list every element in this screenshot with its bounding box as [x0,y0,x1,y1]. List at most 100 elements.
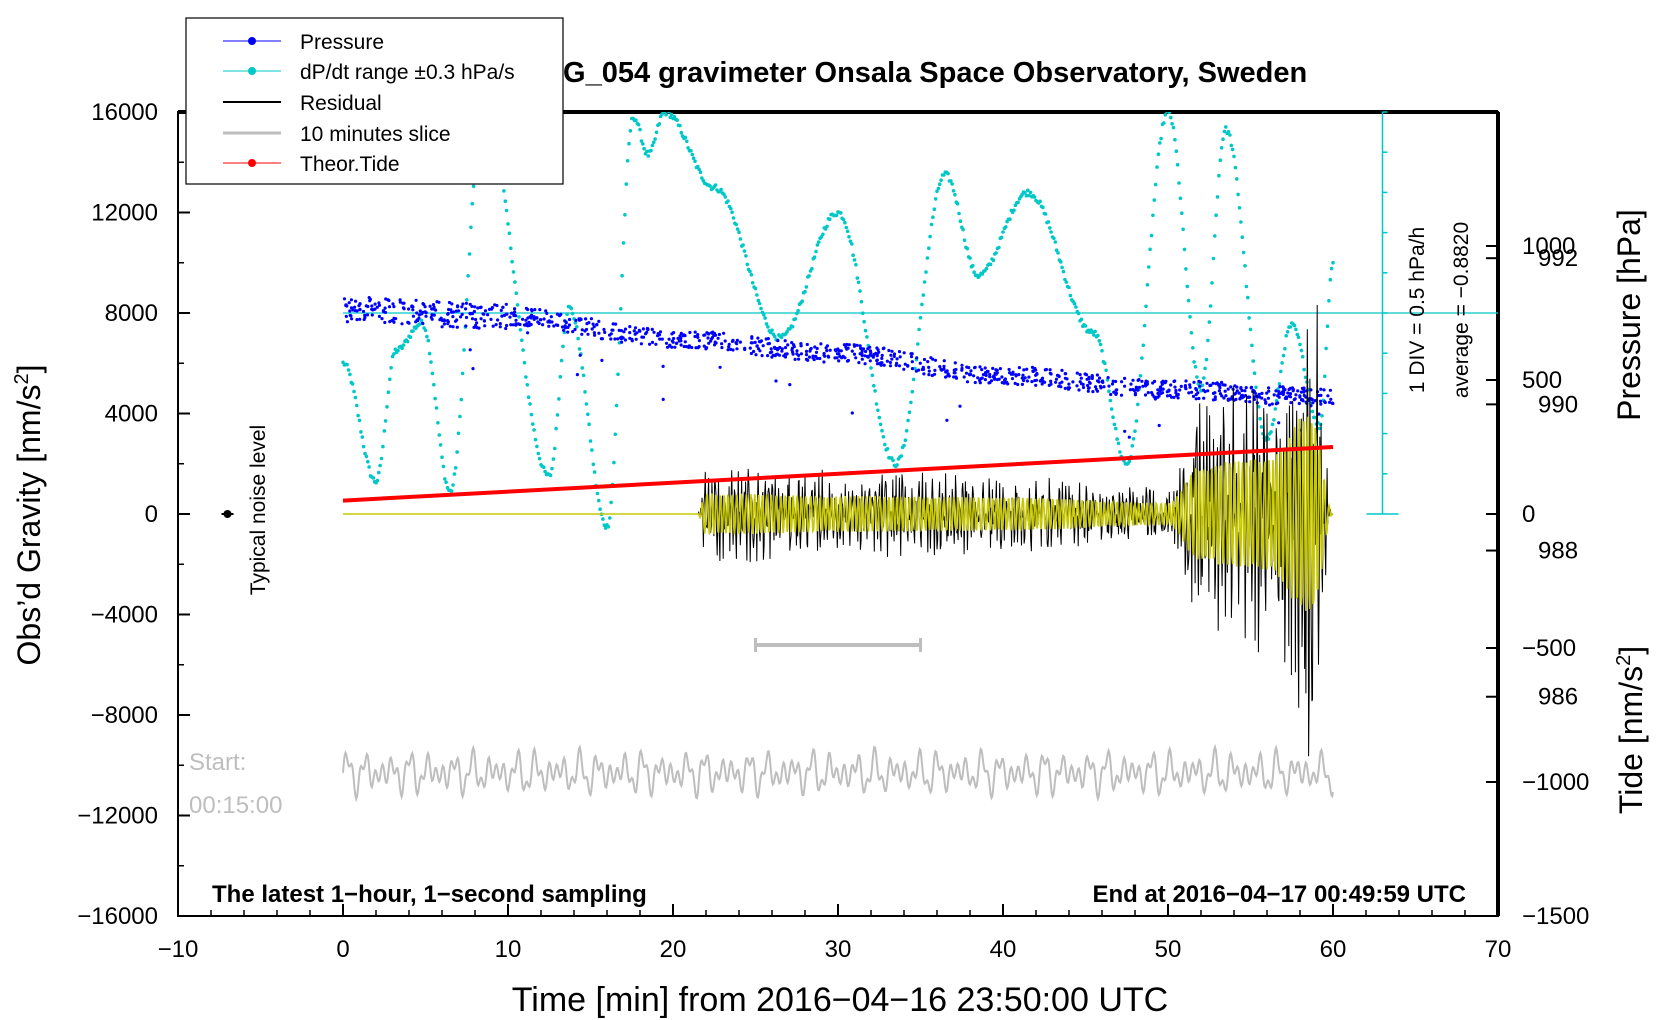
dpdt-point [955,201,960,206]
pressure-point [797,353,801,357]
pressure-point [1034,373,1038,377]
dpdt-point [1327,299,1331,303]
pressure-point [993,377,997,381]
pressure-point [979,377,983,381]
pressure-point [1157,423,1161,428]
pressure-point [1329,397,1333,401]
dpdt-point [591,462,596,467]
pressure-point [807,355,812,359]
pressure-point [1294,393,1298,397]
dpdt-point [1230,147,1235,152]
dpdt-point [750,281,755,285]
pressure-point [1173,385,1177,389]
dpdt-point [869,366,873,370]
dpdt-point [639,139,644,143]
pressure-point [1131,387,1135,392]
dpdt-point [503,199,508,203]
pressure-point [965,365,969,369]
dpdt-point [584,402,589,406]
pressure-point [1107,384,1111,388]
pressure-point [1017,366,1022,370]
dpdt-point [1175,162,1180,167]
pressure-point [407,307,411,311]
dpdt-point [1041,205,1045,210]
pressure-point [813,345,817,349]
dpdt-point [1140,356,1144,360]
dpdt-point [957,211,961,216]
legend-residual-label: Residual [300,92,382,115]
dpdt-point [625,159,630,163]
pressure-point [969,372,973,377]
dpdt-point [371,476,376,480]
dpdt-point [1214,213,1218,217]
pressure-point [693,334,697,339]
pressure-point [552,324,556,328]
dpdt-point [664,112,668,117]
pressure-point [1176,396,1180,400]
pressure-point [542,317,546,321]
pressure-point [1086,389,1090,393]
dpdt-point [419,318,424,323]
dpdt-point [444,480,448,485]
pressure-point [868,349,873,353]
pressure-point [377,301,381,305]
pressure-point [888,360,893,365]
dpdt-point [521,348,525,352]
dpdt-point [1208,304,1213,308]
dpdt-point [1008,217,1012,221]
pressure-point [960,368,964,372]
pressure-point [769,347,773,351]
pressure-point [766,354,770,358]
pressure-point [976,376,980,380]
dpdt-point [913,366,917,371]
dpdt-point [910,389,915,394]
pressure-point [1174,391,1178,395]
dpdt-point [511,270,516,274]
pressure-point [952,375,956,379]
dpdt-point [455,450,459,454]
pressure-point [377,314,381,318]
dpdt-point [1224,125,1228,129]
pressure-point [391,302,395,306]
dpdt-point [620,273,624,278]
dpdt-point [440,455,444,460]
x-tick-label: −10 [158,936,199,963]
dpdt-point [785,329,789,334]
dpdt-point [800,299,804,304]
dpdt-point [636,122,641,127]
pressure-point [455,325,459,329]
dpdt-point [1219,146,1224,150]
pressure-point [440,325,444,329]
dpdt-point [1118,450,1122,454]
pressure-point [1291,387,1295,391]
dpdt-point [847,235,851,239]
pressure-point [694,346,698,350]
pressure-point [348,313,352,317]
pressure-point [860,357,864,361]
pressure-point [805,342,809,347]
pressure-point [493,303,497,307]
dpdt-point [816,240,821,244]
dpdt-point [903,438,908,443]
pressure-point [557,314,562,318]
dpdt-point [984,266,989,271]
dpdt-point [1229,143,1234,148]
pressure-point [446,320,450,324]
dpdt-point [558,375,563,379]
pressure-point [1172,395,1176,399]
pressure-point [597,331,601,335]
dpdt-point [646,154,651,158]
dpdt-point [1100,348,1104,353]
pressure-point [527,323,531,328]
dpdt-point [467,252,472,256]
dpdt-point [443,477,447,481]
dpdt-point [735,227,740,231]
dpdt-point [1178,196,1183,201]
pressure-point [597,319,601,323]
dpdt-point [1284,334,1288,338]
pressure-point [1161,379,1165,383]
pressure-point [1071,380,1075,384]
y-axis-pressure-label: Pressure [hPa] [1611,209,1647,421]
dpdt-point [932,207,937,211]
pressure-point [926,360,930,364]
